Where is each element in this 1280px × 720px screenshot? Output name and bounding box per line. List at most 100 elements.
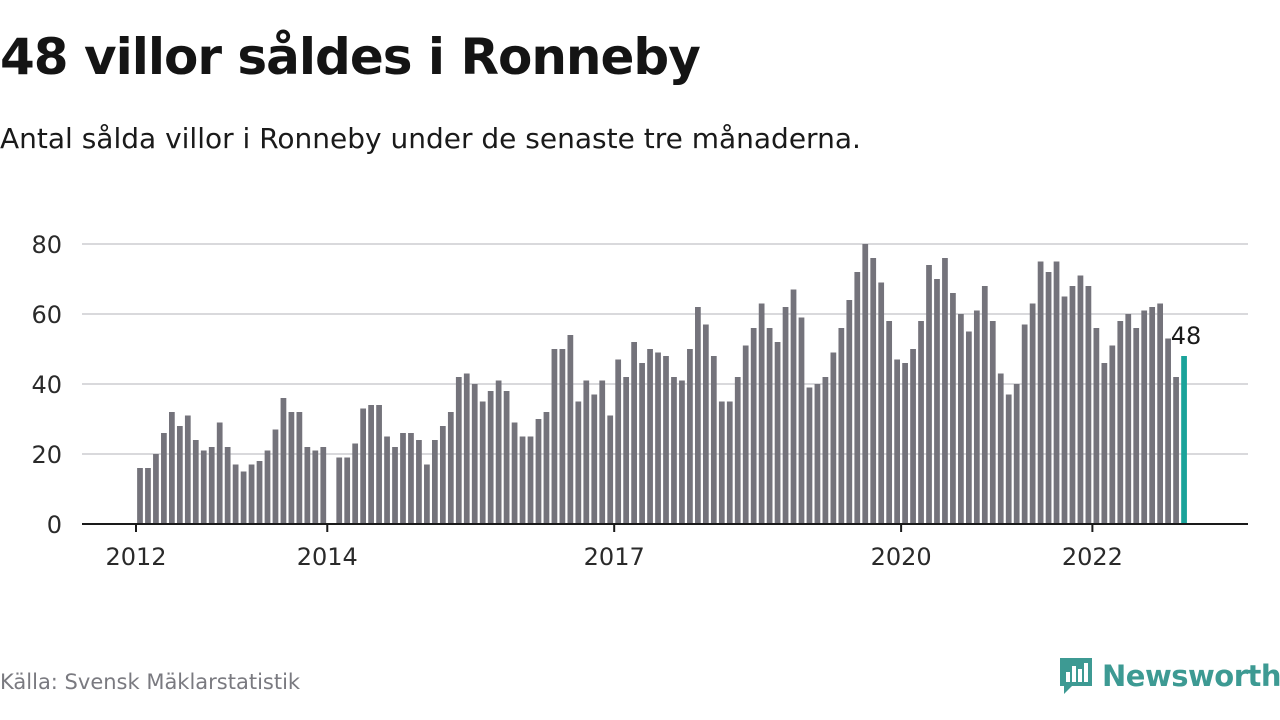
bars <box>137 244 1187 524</box>
bar <box>934 279 940 524</box>
bar <box>408 433 414 524</box>
bar <box>997 373 1004 524</box>
bar <box>368 405 374 524</box>
bar-latest <box>1181 356 1187 524</box>
bar <box>814 384 821 524</box>
bar <box>1141 310 1148 524</box>
bar <box>543 412 550 524</box>
bar <box>918 321 924 524</box>
bar <box>766 328 773 524</box>
bar <box>870 258 877 524</box>
bar <box>1077 275 1084 524</box>
bar <box>519 436 526 524</box>
bar <box>679 380 685 524</box>
y-tick-label: 0 <box>47 511 62 539</box>
bar <box>989 321 996 524</box>
bar <box>304 447 311 524</box>
bar <box>256 461 263 524</box>
bar <box>169 412 175 524</box>
bar <box>551 349 558 524</box>
bar <box>655 352 661 524</box>
bar <box>161 433 167 524</box>
bar <box>471 384 478 524</box>
bar <box>296 412 303 524</box>
bar <box>718 401 725 524</box>
y-tick-label: 20 <box>31 441 62 469</box>
bar <box>981 286 988 524</box>
bar <box>1013 384 1020 524</box>
bar <box>910 349 916 524</box>
bar <box>1045 272 1052 524</box>
bar <box>607 415 614 524</box>
bar <box>1069 286 1076 524</box>
bar <box>758 303 765 524</box>
bar <box>1173 377 1179 524</box>
newsworthy-logo: Newsworthy <box>1058 654 1280 698</box>
bar <box>822 377 829 524</box>
bar <box>176 426 183 524</box>
bar <box>862 244 869 524</box>
bar <box>232 464 239 524</box>
bar <box>663 356 669 524</box>
y-axis-labels: 0 20 40 60 80 <box>31 231 62 539</box>
bar <box>1117 321 1124 524</box>
bar <box>965 331 972 524</box>
bar <box>950 293 956 524</box>
chart-title: 48 villor såldes i Ronneby <box>0 28 701 86</box>
bar <box>958 314 964 524</box>
bar <box>878 282 885 524</box>
bar <box>687 349 693 524</box>
bar <box>535 419 542 524</box>
bar <box>671 377 677 524</box>
bar <box>838 328 845 524</box>
bar <box>145 468 151 524</box>
bar <box>894 359 900 524</box>
bar <box>153 454 159 524</box>
bar <box>192 440 199 524</box>
x-tick-label: 2022 <box>1062 543 1123 571</box>
bar <box>623 377 630 524</box>
bar <box>248 464 255 524</box>
bar <box>639 363 645 524</box>
bar <box>487 391 494 524</box>
bar <box>854 272 861 524</box>
bar <box>973 310 980 524</box>
bar <box>742 345 749 524</box>
bar <box>798 317 805 524</box>
latest-value-label: 48 <box>1171 322 1202 350</box>
bar <box>455 377 462 524</box>
bar <box>432 440 438 524</box>
bar <box>439 426 446 524</box>
bar <box>240 471 247 524</box>
bar <box>511 422 518 524</box>
bar <box>695 307 701 524</box>
bar <box>216 422 223 524</box>
bar <box>902 363 908 524</box>
bar <box>463 373 470 524</box>
bar <box>1021 324 1028 524</box>
bar <box>1157 303 1164 524</box>
bar <box>312 450 319 524</box>
bar <box>280 398 287 524</box>
bar <box>320 447 327 524</box>
bar <box>591 394 598 524</box>
bar <box>208 447 215 524</box>
newsworthy-logo-text: Newsworthy <box>1102 659 1280 693</box>
bar <box>1029 303 1036 524</box>
y-tick-label: 40 <box>31 371 62 399</box>
bar <box>400 433 406 524</box>
newsworthy-logo-icon <box>1060 658 1092 694</box>
bar <box>806 387 813 524</box>
bar <box>503 391 510 524</box>
bar <box>288 412 295 524</box>
bar <box>926 265 932 524</box>
chart-subtitle: Antal sålda villor i Ronneby under de se… <box>0 122 861 155</box>
bar <box>846 300 853 524</box>
bar <box>360 408 367 524</box>
annotations: 48 <box>1171 322 1202 350</box>
bar <box>384 436 390 524</box>
bar <box>137 468 143 524</box>
bar <box>942 258 948 524</box>
bar <box>559 349 566 524</box>
x-axis: 2012 2014 2017 2020 2022 <box>82 523 1248 571</box>
